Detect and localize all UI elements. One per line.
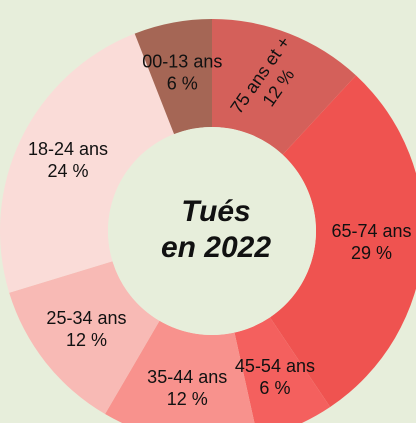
value-label: 6 % bbox=[259, 378, 290, 398]
slice bbox=[212, 19, 356, 155]
slice bbox=[269, 75, 416, 408]
value-label: 12 % bbox=[167, 389, 208, 409]
value-label: 12 % bbox=[66, 330, 107, 350]
slice bbox=[9, 261, 160, 415]
slice bbox=[0, 33, 175, 293]
category-label: 00-13 ans bbox=[142, 52, 222, 72]
center-title: en 2022 bbox=[161, 231, 271, 264]
category-label: 65-74 ans bbox=[331, 221, 411, 241]
category-label: 18-24 ans bbox=[28, 139, 108, 159]
donut-hole bbox=[108, 127, 316, 335]
category-label: 45-54 ans bbox=[235, 356, 315, 376]
center-title: Tués bbox=[181, 195, 250, 228]
slice bbox=[134, 19, 212, 135]
category-label: 35-44 ans bbox=[147, 367, 227, 387]
value-label: 6 % bbox=[167, 74, 198, 94]
category-label: 25-34 ans bbox=[46, 308, 126, 328]
slices bbox=[0, 19, 416, 423]
value-label: 24 % bbox=[47, 161, 88, 181]
slice bbox=[105, 320, 255, 423]
slice bbox=[234, 317, 331, 423]
value-label: 29 % bbox=[351, 243, 392, 263]
